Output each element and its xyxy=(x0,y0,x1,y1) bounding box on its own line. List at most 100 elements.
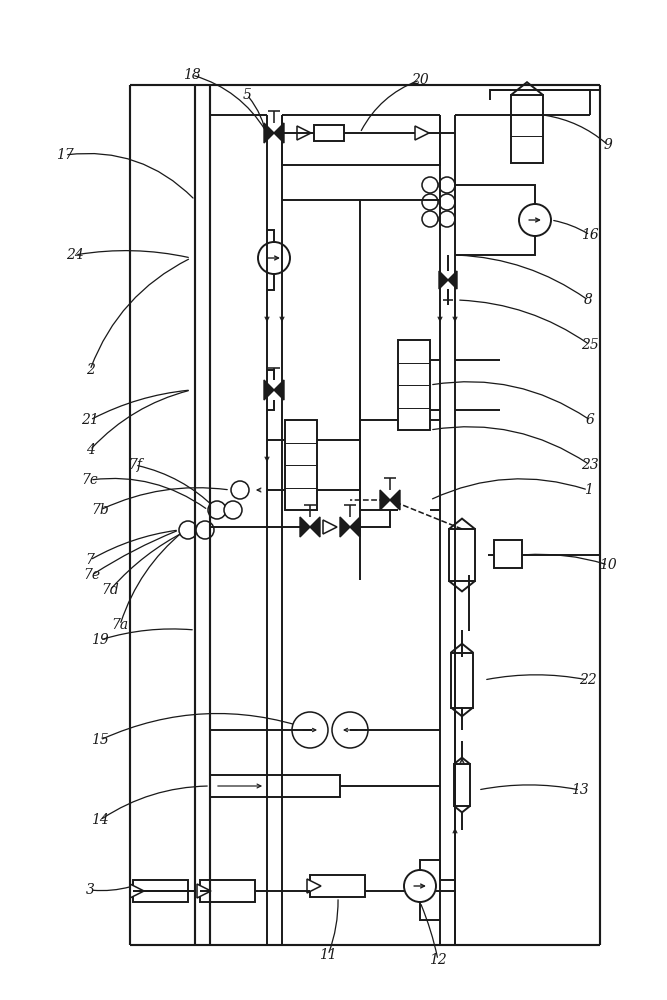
Polygon shape xyxy=(390,490,400,510)
FancyArrowPatch shape xyxy=(112,531,185,588)
Text: 3: 3 xyxy=(85,883,95,897)
Text: 18: 18 xyxy=(183,68,201,82)
FancyArrowPatch shape xyxy=(421,905,438,957)
Text: 23: 23 xyxy=(581,458,599,472)
Text: 16: 16 xyxy=(581,228,599,242)
Text: 17: 17 xyxy=(56,148,74,162)
FancyArrowPatch shape xyxy=(92,391,188,448)
Circle shape xyxy=(208,501,226,519)
Text: 7c: 7c xyxy=(81,473,98,487)
Bar xyxy=(285,420,317,510)
Text: 19: 19 xyxy=(91,633,109,647)
Polygon shape xyxy=(323,520,337,534)
Text: 8: 8 xyxy=(584,293,592,307)
Bar xyxy=(314,125,344,141)
Text: 21: 21 xyxy=(81,413,99,427)
Polygon shape xyxy=(300,517,310,537)
Text: 15: 15 xyxy=(91,733,109,747)
Circle shape xyxy=(224,501,242,519)
Polygon shape xyxy=(415,126,429,140)
Circle shape xyxy=(439,194,455,210)
Circle shape xyxy=(196,521,214,539)
Text: 24: 24 xyxy=(66,248,84,262)
Text: 1: 1 xyxy=(584,483,592,497)
FancyArrowPatch shape xyxy=(102,786,207,818)
Polygon shape xyxy=(264,123,274,143)
Text: 14: 14 xyxy=(91,813,109,827)
Polygon shape xyxy=(380,490,390,510)
Text: 7b: 7b xyxy=(91,503,109,517)
FancyArrowPatch shape xyxy=(249,97,267,137)
FancyArrowPatch shape xyxy=(554,221,588,234)
FancyArrowPatch shape xyxy=(329,900,338,952)
FancyArrowPatch shape xyxy=(94,531,177,573)
Circle shape xyxy=(292,712,328,748)
Text: 20: 20 xyxy=(411,73,429,87)
Circle shape xyxy=(422,211,438,227)
FancyArrowPatch shape xyxy=(481,785,577,789)
Polygon shape xyxy=(297,126,311,140)
FancyArrowPatch shape xyxy=(91,259,189,367)
Text: 12: 12 xyxy=(429,953,447,967)
Circle shape xyxy=(439,211,455,227)
Polygon shape xyxy=(350,517,360,537)
Text: 22: 22 xyxy=(579,673,597,687)
Bar xyxy=(449,529,475,581)
Polygon shape xyxy=(130,884,144,898)
FancyArrowPatch shape xyxy=(103,488,227,509)
Polygon shape xyxy=(274,123,284,143)
FancyArrowPatch shape xyxy=(103,629,192,639)
FancyArrowPatch shape xyxy=(195,76,265,131)
Bar xyxy=(133,880,188,902)
FancyArrowPatch shape xyxy=(93,390,188,419)
Polygon shape xyxy=(439,271,448,289)
Polygon shape xyxy=(307,879,321,893)
Circle shape xyxy=(439,177,455,193)
Polygon shape xyxy=(310,517,320,537)
Bar xyxy=(511,95,543,163)
FancyArrowPatch shape xyxy=(68,153,193,198)
FancyArrowPatch shape xyxy=(487,675,585,679)
Circle shape xyxy=(258,242,290,274)
Text: 7: 7 xyxy=(85,553,95,567)
FancyArrowPatch shape xyxy=(458,255,586,298)
Polygon shape xyxy=(340,517,350,537)
Text: 9: 9 xyxy=(604,138,612,152)
Bar xyxy=(210,775,340,797)
FancyArrowPatch shape xyxy=(93,530,176,559)
Bar xyxy=(494,540,522,568)
Circle shape xyxy=(179,521,197,539)
FancyArrowPatch shape xyxy=(433,382,588,418)
Circle shape xyxy=(519,204,551,236)
Text: 10: 10 xyxy=(599,558,617,572)
FancyArrowPatch shape xyxy=(525,554,606,564)
Bar xyxy=(398,340,430,430)
Circle shape xyxy=(231,481,249,499)
FancyArrowPatch shape xyxy=(93,887,130,891)
Bar xyxy=(310,875,365,897)
FancyArrowPatch shape xyxy=(78,251,188,257)
FancyArrowPatch shape xyxy=(362,81,418,131)
Text: 7e: 7e xyxy=(83,568,101,582)
Polygon shape xyxy=(274,380,284,400)
Text: 25: 25 xyxy=(581,338,599,352)
Circle shape xyxy=(404,870,436,902)
Bar xyxy=(454,764,470,806)
Polygon shape xyxy=(197,884,211,898)
Text: 7a: 7a xyxy=(111,618,129,632)
FancyArrowPatch shape xyxy=(460,300,588,343)
Circle shape xyxy=(332,712,368,748)
Text: 7d: 7d xyxy=(101,583,119,597)
Text: 13: 13 xyxy=(571,783,589,797)
Polygon shape xyxy=(448,271,457,289)
FancyArrowPatch shape xyxy=(546,115,606,143)
Text: 2: 2 xyxy=(85,363,95,377)
Circle shape xyxy=(422,194,438,210)
Bar xyxy=(200,880,255,902)
Bar xyxy=(451,652,473,708)
Text: 11: 11 xyxy=(319,948,337,962)
Polygon shape xyxy=(264,380,274,400)
Text: 6: 6 xyxy=(586,413,594,427)
Circle shape xyxy=(422,177,438,193)
FancyArrowPatch shape xyxy=(93,478,205,508)
